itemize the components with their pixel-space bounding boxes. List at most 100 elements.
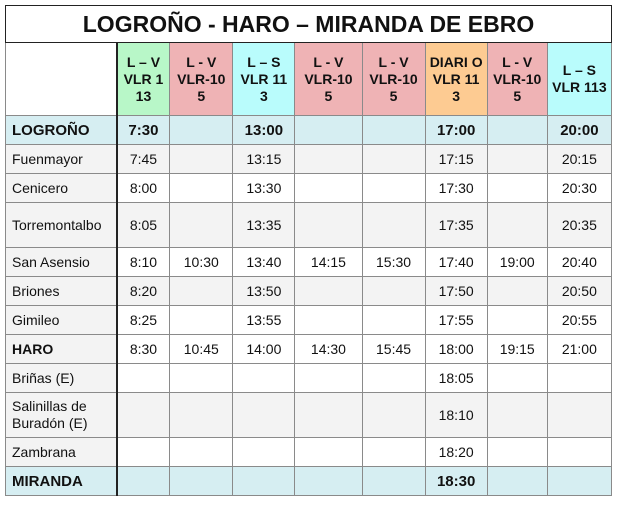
- station-name: Briones: [4, 276, 118, 306]
- time-cell: 20:30: [546, 173, 613, 203]
- time-cell: 15:30: [361, 247, 426, 277]
- station-name: LOGROÑO: [4, 115, 118, 145]
- time-cell: [294, 363, 363, 393]
- column-days: DIARI O: [429, 53, 483, 70]
- time-cell: [361, 202, 426, 248]
- time-cell: [169, 466, 234, 496]
- column-line: VLR 113: [432, 70, 480, 104]
- table-row: Gimileo 8:25 13:55 17:55 20:55: [4, 305, 613, 335]
- time-cell: 18:30: [424, 466, 488, 496]
- table-row: Zambrana 18:20: [4, 437, 613, 467]
- time-cell: [116, 392, 171, 438]
- column-days: L - V: [186, 53, 217, 70]
- time-cell: [486, 115, 548, 145]
- time-cell: 20:35: [546, 202, 613, 248]
- time-cell: [486, 392, 548, 438]
- time-cell: [361, 363, 426, 393]
- time-cell: 8:25: [116, 305, 171, 335]
- time-cell: [486, 305, 548, 335]
- time-cell: [486, 363, 548, 393]
- column-line: VLR 113: [123, 70, 164, 104]
- time-cell: 17:55: [424, 305, 488, 335]
- column-header: L – V VLR 113: [116, 42, 171, 116]
- table-row: HARO 8:30 10:45 14:00 14:30 15:45 18:00 19:15 21…: [4, 334, 613, 364]
- column-line: VLR-10 5: [177, 70, 226, 104]
- time-cell: [361, 305, 426, 335]
- time-cell: [169, 144, 234, 174]
- column-header: L - V VLR-10 5: [361, 42, 426, 116]
- time-cell: 7:45: [116, 144, 171, 174]
- time-cell: 17:30: [424, 173, 488, 203]
- column-days: L - V: [502, 53, 533, 70]
- time-cell: [546, 466, 613, 496]
- time-cell: 17:35: [424, 202, 488, 248]
- table-row: Briñas (E) 18:05: [4, 363, 613, 393]
- time-cell: [361, 392, 426, 438]
- time-cell: [361, 173, 426, 203]
- time-cell: [546, 363, 613, 393]
- table-row: San Asensio 8:10 10:30 13:40 14:15 15:30 17:40…: [4, 247, 613, 277]
- time-cell: [361, 115, 426, 145]
- time-cell: [361, 276, 426, 306]
- station-name: Briñas (E): [4, 363, 118, 393]
- station-name: Salinillas de Buradón (E): [4, 392, 118, 438]
- time-cell: 20:50: [546, 276, 613, 306]
- time-cell: 13:15: [232, 144, 296, 174]
- time-cell: 13:55: [232, 305, 296, 335]
- time-cell: [294, 437, 363, 467]
- time-cell: [294, 276, 363, 306]
- station-name: Zambrana: [4, 437, 118, 467]
- table-row: Fuenmayor 7:45 13:15 17:15 20:15: [4, 144, 613, 174]
- time-cell: [232, 392, 296, 438]
- time-cell: 20:55: [546, 305, 613, 335]
- time-cell: [169, 437, 234, 467]
- station-name: San Asensio: [4, 247, 118, 277]
- table-row: Torremontalbo 8:05 13:35 17:35 20:35: [4, 202, 613, 248]
- time-cell: [169, 202, 234, 248]
- time-cell: [486, 276, 548, 306]
- time-cell: [232, 466, 296, 496]
- time-cell: 10:45: [169, 334, 234, 364]
- time-cell: [232, 437, 296, 467]
- column-header: DIARI O VLR 113: [424, 42, 488, 116]
- time-cell: 13:00: [232, 115, 296, 145]
- time-cell: 8:20: [116, 276, 171, 306]
- time-cell: [169, 305, 234, 335]
- time-cell: [169, 115, 234, 145]
- time-cell: [116, 466, 171, 496]
- timetable-title: LOGROÑO - HARO – MIRANDA DE EBRO: [5, 5, 612, 43]
- table-row: MIRANDA 18:30: [4, 466, 613, 496]
- time-cell: 17:50: [424, 276, 488, 306]
- time-cell: 17:40: [424, 247, 488, 277]
- time-cell: [486, 144, 548, 174]
- time-cell: [546, 392, 613, 438]
- time-cell: [361, 466, 426, 496]
- column-line: VLR 113: [240, 70, 288, 104]
- time-cell: 17:00: [424, 115, 488, 145]
- column-line: VLR 113: [552, 79, 607, 95]
- time-cell: 13:30: [232, 173, 296, 203]
- time-cell: [116, 363, 171, 393]
- time-cell: 13:40: [232, 247, 296, 277]
- time-cell: 20:40: [546, 247, 613, 277]
- station-name: Cenicero: [4, 173, 118, 203]
- table-row: Salinillas de Buradón (E) 18:10: [4, 392, 613, 438]
- column-line: VLR-10 5: [304, 70, 353, 104]
- time-cell: 14:00: [232, 334, 296, 364]
- column-header: L - V VLR-10 5: [294, 42, 363, 116]
- time-cell: 15:45: [361, 334, 426, 364]
- station-name: Fuenmayor: [4, 144, 118, 174]
- time-cell: 17:15: [424, 144, 488, 174]
- time-cell: 10:30: [169, 247, 234, 277]
- column-header: L - V VLR-10 5: [169, 42, 234, 116]
- time-cell: 20:15: [546, 144, 613, 174]
- column-days: L – S: [247, 53, 281, 70]
- time-cell: [294, 144, 363, 174]
- time-cell: [486, 173, 548, 203]
- time-cell: [169, 363, 234, 393]
- time-cell: 13:35: [232, 202, 296, 248]
- column-header: L – S VLR 113: [546, 42, 613, 116]
- time-cell: [486, 437, 548, 467]
- time-cell: 21:00: [546, 334, 613, 364]
- time-cell: [294, 392, 363, 438]
